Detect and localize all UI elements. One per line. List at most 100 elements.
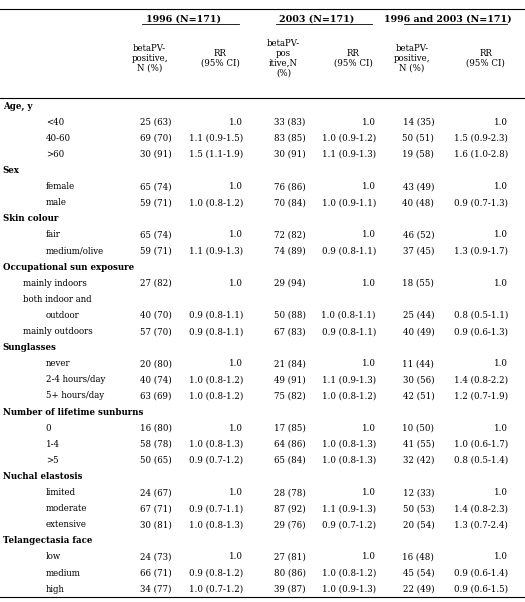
Text: RR
(95% CI): RR (95% CI) (334, 49, 373, 67)
Text: 63 (69): 63 (69) (140, 391, 172, 400)
Text: 17 (85): 17 (85) (274, 424, 306, 433)
Text: 50 (51): 50 (51) (403, 134, 434, 143)
Text: Sex: Sex (3, 166, 19, 175)
Text: 1.0: 1.0 (229, 553, 243, 562)
Text: 1.0: 1.0 (362, 118, 376, 127)
Text: 1.3 (0.7-2.4): 1.3 (0.7-2.4) (454, 520, 508, 529)
Text: 14 (35): 14 (35) (403, 118, 434, 127)
Text: 0.9 (0.8-1.1): 0.9 (0.8-1.1) (321, 327, 376, 336)
Text: 1.0: 1.0 (229, 279, 243, 288)
Text: Occupational sun exposure: Occupational sun exposure (3, 262, 134, 272)
Text: 1.4 (0.8-2.3): 1.4 (0.8-2.3) (454, 504, 508, 513)
Text: 1.1 (0.9-1.3): 1.1 (0.9-1.3) (189, 247, 243, 256)
Text: 83 (85): 83 (85) (274, 134, 306, 143)
Text: 40-60: 40-60 (46, 134, 71, 143)
Text: 87 (92): 87 (92) (274, 504, 306, 513)
Text: 75 (82): 75 (82) (274, 391, 306, 400)
Text: 37 (45): 37 (45) (403, 247, 434, 256)
Text: high: high (46, 585, 65, 594)
Text: 11 (44): 11 (44) (403, 359, 434, 368)
Text: medium: medium (46, 568, 80, 577)
Text: 70 (84): 70 (84) (274, 198, 306, 207)
Text: 1-4: 1-4 (46, 439, 60, 448)
Text: medium/olive: medium/olive (46, 247, 104, 256)
Text: 1.0 (0.9-1.1): 1.0 (0.9-1.1) (321, 198, 376, 207)
Text: 50 (65): 50 (65) (140, 456, 172, 465)
Text: 0.9 (0.6-1.3): 0.9 (0.6-1.3) (454, 327, 508, 336)
Text: 1.0 (0.9-1.3): 1.0 (0.9-1.3) (322, 585, 376, 594)
Text: 1.1 (0.9-1.3): 1.1 (0.9-1.3) (322, 376, 376, 384)
Text: 0.9 (0.7-1.3): 0.9 (0.7-1.3) (454, 198, 508, 207)
Text: female: female (46, 182, 75, 191)
Text: 1.0 (0.8-1.3): 1.0 (0.8-1.3) (322, 439, 376, 448)
Text: 1.0: 1.0 (229, 488, 243, 497)
Text: <40: <40 (46, 118, 64, 127)
Text: RR
(95% CI): RR (95% CI) (466, 49, 505, 67)
Text: 1.5 (0.9-2.3): 1.5 (0.9-2.3) (454, 134, 508, 143)
Text: 50 (88): 50 (88) (274, 311, 306, 320)
Text: 41 (55): 41 (55) (403, 439, 434, 448)
Text: 1.0: 1.0 (362, 182, 376, 191)
Text: low: low (46, 553, 61, 562)
Text: 46 (52): 46 (52) (403, 231, 434, 240)
Text: 1.0: 1.0 (494, 424, 508, 433)
Text: both indoor and: both indoor and (23, 295, 91, 304)
Text: 80 (86): 80 (86) (274, 568, 306, 577)
Text: 40 (48): 40 (48) (403, 198, 434, 207)
Text: 0.9 (0.7-1.1): 0.9 (0.7-1.1) (189, 504, 243, 513)
Text: 0.8 (0.5-1.4): 0.8 (0.5-1.4) (454, 456, 508, 465)
Text: 40 (74): 40 (74) (140, 376, 172, 384)
Text: 1.0 (0.7-1.2): 1.0 (0.7-1.2) (189, 585, 243, 594)
Text: 1.0: 1.0 (362, 359, 376, 368)
Text: 34 (77): 34 (77) (140, 585, 172, 594)
Text: 30 (91): 30 (91) (274, 150, 306, 159)
Text: 19 (58): 19 (58) (403, 150, 434, 159)
Text: 76 (86): 76 (86) (274, 182, 306, 191)
Text: 65 (84): 65 (84) (274, 456, 306, 465)
Text: 1.0 (0.6-1.7): 1.0 (0.6-1.7) (454, 439, 508, 448)
Text: 1.0: 1.0 (494, 359, 508, 368)
Text: 72 (82): 72 (82) (274, 231, 306, 240)
Text: Nuchal elastosis: Nuchal elastosis (3, 472, 82, 481)
Text: 1.0: 1.0 (494, 488, 508, 497)
Text: 1.0 (0.9-1.2): 1.0 (0.9-1.2) (322, 134, 376, 143)
Text: 29 (94): 29 (94) (274, 279, 306, 288)
Text: 1.0: 1.0 (229, 231, 243, 240)
Text: 1.0 (0.8-1.2): 1.0 (0.8-1.2) (321, 568, 376, 577)
Text: Number of lifetime sunburns: Number of lifetime sunburns (3, 408, 143, 417)
Text: betaPV-
pos
itive,N
(%): betaPV- pos itive,N (%) (267, 39, 300, 78)
Text: Age, y: Age, y (3, 102, 32, 111)
Text: 1.0: 1.0 (494, 553, 508, 562)
Text: 1.0 (0.8-1.1): 1.0 (0.8-1.1) (321, 311, 376, 320)
Text: 29 (76): 29 (76) (274, 520, 306, 529)
Text: 1.0: 1.0 (494, 279, 508, 288)
Text: 0.9 (0.8-1.1): 0.9 (0.8-1.1) (188, 311, 243, 320)
Text: 28 (78): 28 (78) (274, 488, 306, 497)
Text: 32 (42): 32 (42) (403, 456, 434, 465)
Text: 40 (49): 40 (49) (403, 327, 434, 336)
Text: 1.1 (0.9-1.3): 1.1 (0.9-1.3) (322, 150, 376, 159)
Text: 57 (70): 57 (70) (140, 327, 172, 336)
Text: fair: fair (46, 231, 60, 240)
Text: 25 (44): 25 (44) (403, 311, 434, 320)
Text: 1.0: 1.0 (229, 359, 243, 368)
Text: limited: limited (46, 488, 76, 497)
Text: 1.0: 1.0 (494, 118, 508, 127)
Text: 2-4 hours/day: 2-4 hours/day (46, 376, 105, 384)
Text: 25 (63): 25 (63) (140, 118, 172, 127)
Text: 1.2 (0.7-1.9): 1.2 (0.7-1.9) (454, 391, 508, 400)
Text: 43 (49): 43 (49) (403, 182, 434, 191)
Text: 65 (74): 65 (74) (140, 182, 172, 191)
Text: 1.6 (1.0-2.8): 1.6 (1.0-2.8) (454, 150, 508, 159)
Text: 0: 0 (46, 424, 51, 433)
Text: 49 (91): 49 (91) (274, 376, 306, 384)
Text: 1.0 (0.8-1.3): 1.0 (0.8-1.3) (322, 456, 376, 465)
Text: 1.0 (0.8-1.3): 1.0 (0.8-1.3) (189, 520, 243, 529)
Text: 1.0: 1.0 (362, 553, 376, 562)
Text: 67 (71): 67 (71) (140, 504, 172, 513)
Text: 1.0 (0.8-1.2): 1.0 (0.8-1.2) (188, 376, 243, 384)
Text: 59 (71): 59 (71) (140, 247, 172, 256)
Text: 39 (87): 39 (87) (274, 585, 306, 594)
Text: 69 (70): 69 (70) (140, 134, 172, 143)
Text: 33 (83): 33 (83) (274, 118, 306, 127)
